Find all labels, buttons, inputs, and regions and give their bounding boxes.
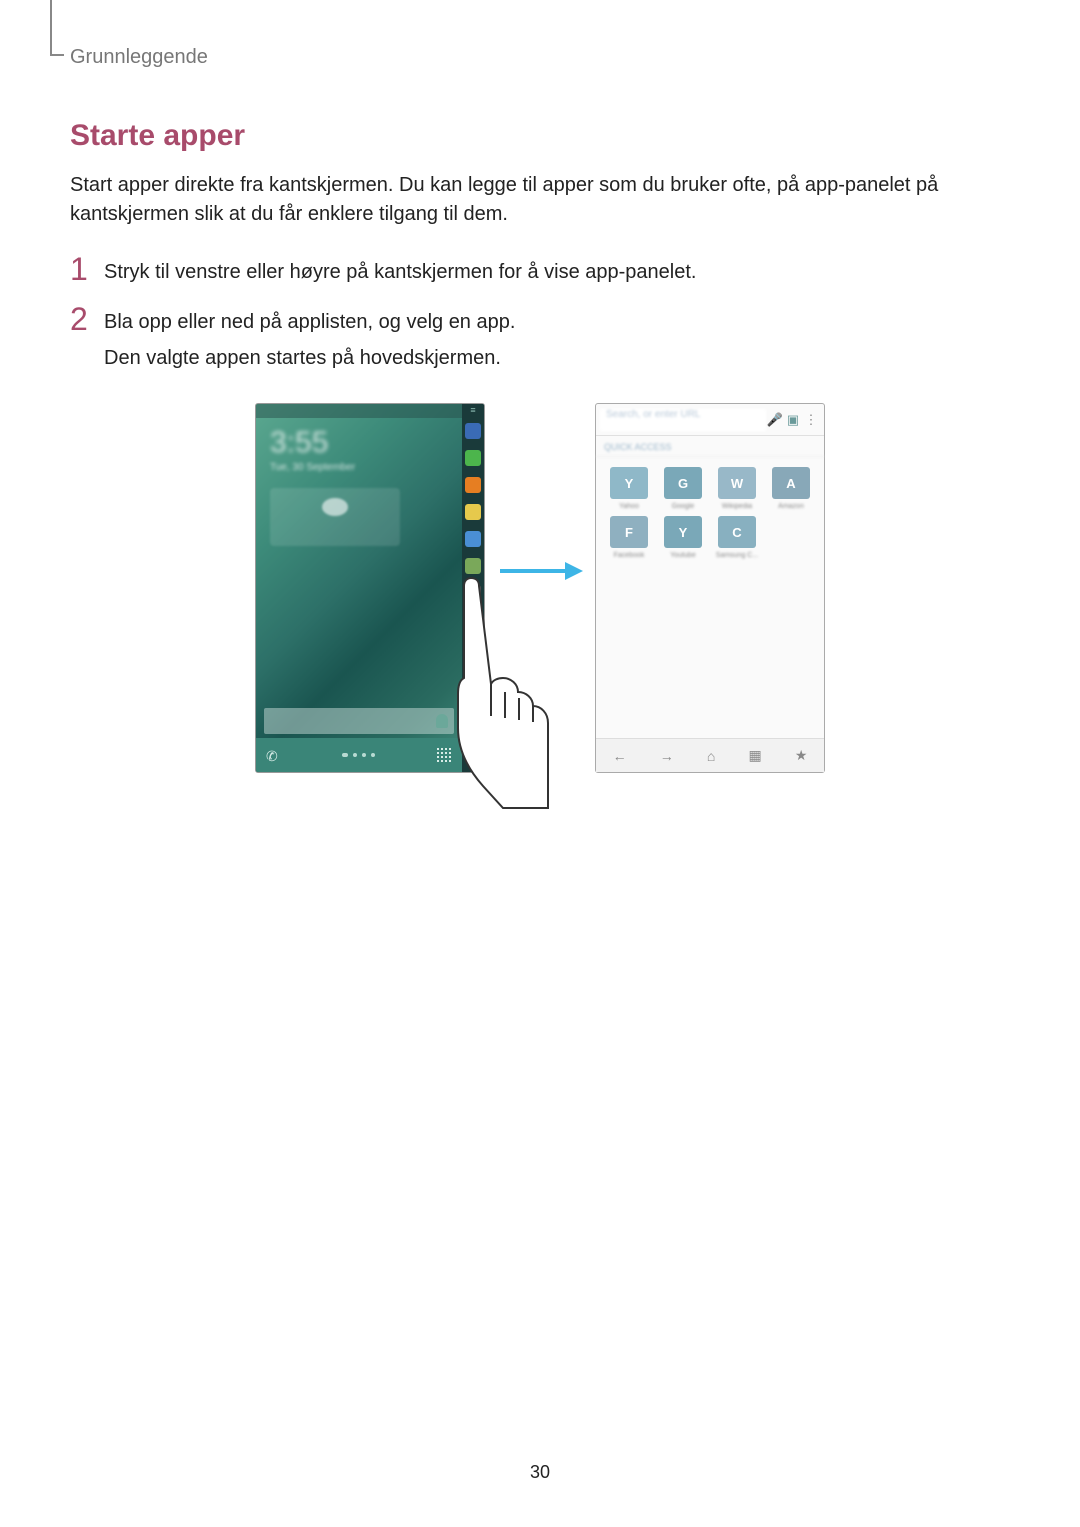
step-2: 2 Bla opp eller ned på applisten, og vel… [70,307,1010,373]
forward-icon: → [660,748,674,764]
site-tile-label: Samsung C... [712,552,762,559]
play-app-icon [462,581,484,605]
quick-access-tile: A Amazon [766,467,816,510]
step-1-line-1: Stryk til venstre eller høyre på kantskj… [104,257,696,287]
site-tile-icon: C [718,516,756,548]
quick-access-tile: Y Yahoo [604,467,654,510]
quick-access-tile: G Google [658,467,708,510]
step-2-number: 2 [70,303,104,335]
home-screen-mock: 3:55 Tue, 30 September ≡ ⌃ ✆ [255,403,485,773]
site-tile-label: Yahoo [604,503,654,510]
browser-screen-mock: Search, or enter URL 🎤 ▣ ⋮ QUICK ACCESS … [595,403,825,773]
quick-access-tile: W Wikipedia [712,467,762,510]
voice-search-icon: 🎤 [766,412,784,428]
header-tab-marker [50,0,52,56]
site-tile-icon: W [718,467,756,499]
illustration-row: 3:55 Tue, 30 September ≡ ⌃ ✆ [70,403,1010,773]
google-search-bar [264,708,454,734]
weather-widget [270,488,400,546]
quick-access-tile: Y Youtube [658,516,708,559]
clock-time: 3:55 [270,426,355,460]
gallery-app-icon [462,554,484,578]
site-tile-icon: G [664,467,702,499]
step-2-line-1: Bla opp eller ned på applisten, og velg … [104,307,515,337]
site-tile-label: Google [658,503,708,510]
bookmark-icon: ★ [795,747,808,764]
back-icon: ← [613,748,627,764]
edge-handle-top-icon: ≡ [462,404,484,416]
dock-bar: ✆ [256,738,462,772]
quick-access-label: QUICK ACCESS [596,436,824,457]
breadcrumb: Grunnleggende [70,46,1010,69]
browser-bottom-bar: ← → ⌂ ▦ ★ [596,738,824,772]
contacts-app-icon [462,473,484,497]
quick-access-tile: C Samsung C... [712,516,762,559]
browser-app-icon [462,527,484,551]
star-icon [462,419,484,443]
url-input: Search, or enter URL [600,409,766,431]
edge-panel: ≡ ⌃ [462,404,484,772]
messages-app-icon [462,500,484,524]
intro-paragraph: Start apper direkte fra kantskjermen. Du… [70,171,1010,229]
site-tile-label: Youtube [658,552,708,559]
tabs-icon: ▣ [784,412,802,428]
step-1: 1 Stryk til venstre eller høyre på kants… [70,257,1010,287]
edge-handle-bottom-icon: ⌃ [462,760,484,772]
step-2-line-2: Den valgte appen startes på hovedskjerme… [104,343,515,373]
site-tile-icon: F [610,516,648,548]
more-menu-icon: ⋮ [802,412,820,428]
step-2-body: Bla opp eller ned på applisten, og velg … [104,307,515,373]
status-bar [256,404,462,418]
home-icon: ⌂ [707,748,715,764]
quick-access-grid: Y Yahoo G Google W Wikipedia A Amazon F Facebook Y… [596,457,824,569]
address-bar: Search, or enter URL 🎤 ▣ ⋮ [596,404,824,436]
clock-date: Tue, 30 September [270,462,355,473]
site-tile-label: Wikipedia [712,503,762,510]
section-title: Starte apper [70,119,1010,153]
site-tile-label: Facebook [604,552,654,559]
phone-app-icon [462,446,484,470]
apps-grid-icon [436,747,452,763]
site-tile-icon: A [772,467,810,499]
windows-icon: ▦ [748,747,761,764]
quick-access-tile: F Facebook [604,516,654,559]
phone-icon: ✆ [266,748,280,762]
mic-icon [436,714,448,728]
step-1-body: Stryk til venstre eller høyre på kantskj… [104,257,696,287]
swipe-arrow-icon [495,556,585,591]
site-tile-icon: Y [610,467,648,499]
clock-widget: 3:55 Tue, 30 September [270,426,355,473]
site-tile-label: Amazon [766,503,816,510]
page-indicator [342,753,375,757]
site-tile-icon: Y [664,516,702,548]
page-number: 30 [530,1462,550,1483]
step-1-number: 1 [70,253,104,285]
